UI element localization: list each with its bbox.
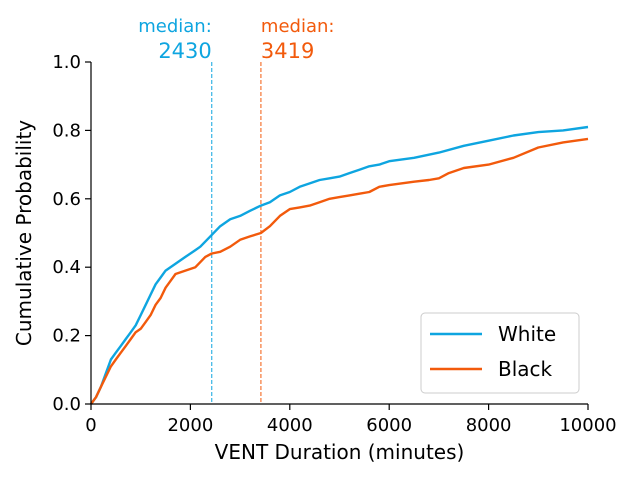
x-tick-label: 8000 bbox=[466, 415, 512, 436]
y-axis-title: Cumulative Probability bbox=[12, 120, 36, 346]
y-tick-label: 0.6 bbox=[52, 189, 81, 210]
median-layer bbox=[211, 62, 262, 404]
legend-items: White Black bbox=[430, 322, 556, 381]
x-tick-label: 0 bbox=[85, 415, 96, 436]
legend-label-white: White bbox=[498, 322, 556, 346]
x-axis-title: VENT Duration (minutes) bbox=[215, 440, 465, 464]
y-tick-label: 0.0 bbox=[52, 394, 81, 415]
x-tick-label: 4000 bbox=[267, 415, 313, 436]
x-tick-label: 10000 bbox=[559, 415, 616, 436]
x-tick-label: 6000 bbox=[366, 415, 412, 436]
median-label: median: bbox=[138, 16, 212, 37]
y-tick-label: 0.8 bbox=[52, 120, 81, 141]
ticks-layer: 0 2000 4000 6000 8000 10000 0.0 0.2 0.4 0.6 0.8 1.0 bbox=[52, 52, 616, 436]
series-layer bbox=[90, 125, 589, 405]
y-tick-label: 0.4 bbox=[52, 257, 81, 278]
axes-layer bbox=[90, 62, 588, 405]
y-tick-label: 0.2 bbox=[52, 326, 81, 347]
median-value: 3419 bbox=[261, 39, 314, 63]
median-label: median: bbox=[261, 16, 335, 37]
y-tick-label: 1.0 bbox=[52, 52, 81, 73]
median-value: 2430 bbox=[158, 39, 211, 63]
legend-label-black: Black bbox=[498, 357, 553, 381]
series-line-white bbox=[90, 125, 589, 405]
x-tick-label: 2000 bbox=[167, 415, 213, 436]
legend: White Black bbox=[420, 312, 580, 394]
series-line-black bbox=[90, 137, 589, 405]
